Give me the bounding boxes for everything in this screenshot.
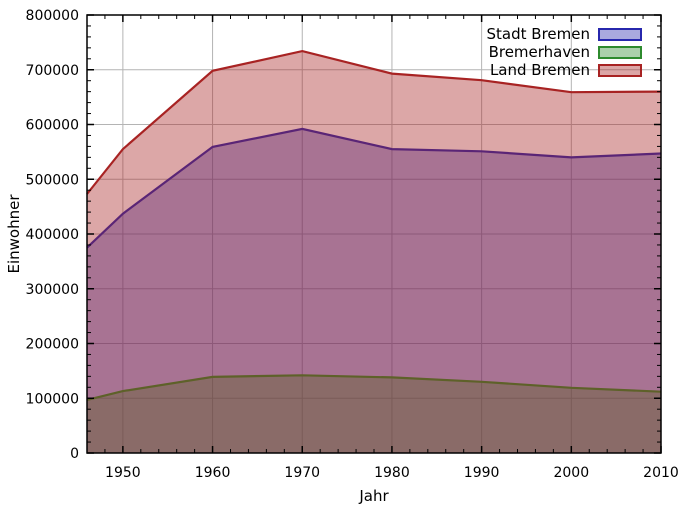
series-bremerhaven-area xyxy=(87,375,661,453)
y-tick-label-400000: 400000 xyxy=(26,227,79,243)
x-tick-label-2010: 2010 xyxy=(643,465,679,481)
y-tick-label-200000: 200000 xyxy=(26,337,79,353)
series-stadt-bremen-area xyxy=(87,128,661,453)
legend-swatch-bremerhaven xyxy=(598,45,642,59)
series-land-bremen-line xyxy=(86,49,662,195)
legend-item-bremerhaven: Bremerhaven xyxy=(487,43,642,61)
x-tick-label-1970: 1970 xyxy=(284,465,320,481)
legend-label-stadt-bremen: Stadt Bremen xyxy=(486,25,590,43)
x-tick-label-1980: 1980 xyxy=(374,465,410,481)
series-stadt-bremen-line xyxy=(86,127,662,249)
x-tick-label-2000: 2000 xyxy=(553,465,589,481)
y-tick-label-300000: 300000 xyxy=(26,282,79,298)
y-tick-label-700000: 700000 xyxy=(26,63,79,79)
legend-label-land-bremen: Land Bremen xyxy=(489,61,590,79)
series-land-bremen-area xyxy=(87,51,661,453)
y-tick-label-0: 0 xyxy=(70,446,79,462)
legend: Stadt Bremen Bremerhaven Land Bremen xyxy=(487,25,642,79)
legend-swatch-land-bremen xyxy=(598,63,642,77)
y-tick-label-600000: 600000 xyxy=(26,118,79,134)
legend-label-bremerhaven: Bremerhaven xyxy=(488,43,590,61)
legend-item-stadt-bremen: Stadt Bremen xyxy=(487,25,642,43)
y-tick-label-100000: 100000 xyxy=(26,391,79,407)
x-axis-label: Jahr xyxy=(359,487,389,505)
y-tick-label-800000: 800000 xyxy=(26,8,79,24)
series-bremerhaven-line xyxy=(86,374,662,401)
x-tick-label-1990: 1990 xyxy=(464,465,500,481)
y-axis-label: Einwohner xyxy=(5,194,23,274)
y-tick-label-500000: 500000 xyxy=(26,172,79,188)
x-tick-label-1960: 1960 xyxy=(195,465,231,481)
x-tick-label-1950: 1950 xyxy=(105,465,141,481)
legend-item-land-bremen: Land Bremen xyxy=(487,61,642,79)
legend-swatch-stadt-bremen xyxy=(598,27,642,41)
